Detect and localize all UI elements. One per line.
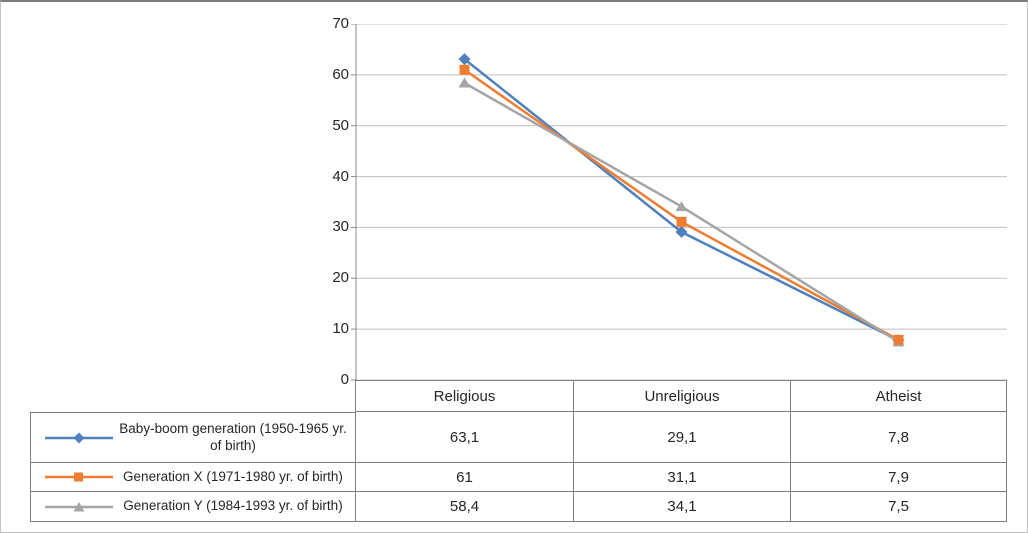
legend-label-baby-boom: Baby-boom generation (1950-1965 yr. of b…: [119, 420, 347, 453]
series-marker-icon-baby-boom: [45, 432, 113, 444]
y-axis-tick-label: 0: [340, 371, 349, 388]
table-cell: 7,8: [791, 412, 1007, 463]
table-cell: 31,1: [574, 463, 791, 492]
column-header-atheist: Atheist: [791, 380, 1007, 412]
table-cell: 7,5: [791, 492, 1007, 522]
y-axis-tick-label: 60: [332, 65, 349, 83]
marker-diamond-0-1: [675, 226, 688, 239]
marker-square-1-0: [459, 64, 470, 75]
marker-square-1-1: [676, 216, 687, 227]
table-cell: 61: [356, 463, 574, 492]
series-line-0: [463, 58, 900, 342]
y-axis-tick-label: 40: [332, 167, 349, 185]
table-cell: 29,1: [574, 412, 791, 463]
y-axis-tick-label: 30: [332, 218, 349, 236]
legend-item-baby-boom: Baby-boom generation (1950-1965 yr. of b…: [30, 412, 356, 463]
series-marker-icon-generation-x: [45, 471, 113, 483]
column-header-religious: Religious: [356, 380, 574, 412]
data-table: Religious Unreligious Atheist Baby-boom …: [30, 380, 1007, 522]
plot-area: [351, 24, 1007, 381]
marker-diamond-0-0: [458, 53, 471, 66]
y-axis-tick-label: 70: [332, 15, 349, 32]
table-cell: 58,4: [356, 492, 574, 522]
marker-triangle-2-1: [675, 201, 688, 212]
table-cell: 63,1: [356, 412, 574, 463]
y-axis-tick-label: 20: [332, 269, 349, 287]
column-header-unreligious: Unreligious: [574, 380, 791, 412]
y-axis-tick-label: 50: [332, 116, 349, 134]
series-marker-icon-generation-y: [45, 501, 113, 513]
table-cell: 7,9: [791, 463, 1007, 492]
legend-label-generation-x: Generation X (1971-1980 yr. of birth): [123, 468, 343, 484]
table-cell: 34,1: [574, 492, 791, 522]
table-corner-spacer: [30, 380, 356, 412]
legend-label-generation-y: Generation Y (1984-1993 yr. of birth): [123, 498, 343, 514]
marker-square-1-2: [893, 334, 904, 345]
marker-triangle-2-0: [458, 77, 471, 88]
legend-item-generation-y: Generation Y (1984-1993 yr. of birth): [30, 492, 356, 522]
legend-item-generation-x: Generation X (1971-1980 yr. of birth): [30, 463, 356, 492]
y-axis-tick-label: 10: [332, 320, 349, 338]
